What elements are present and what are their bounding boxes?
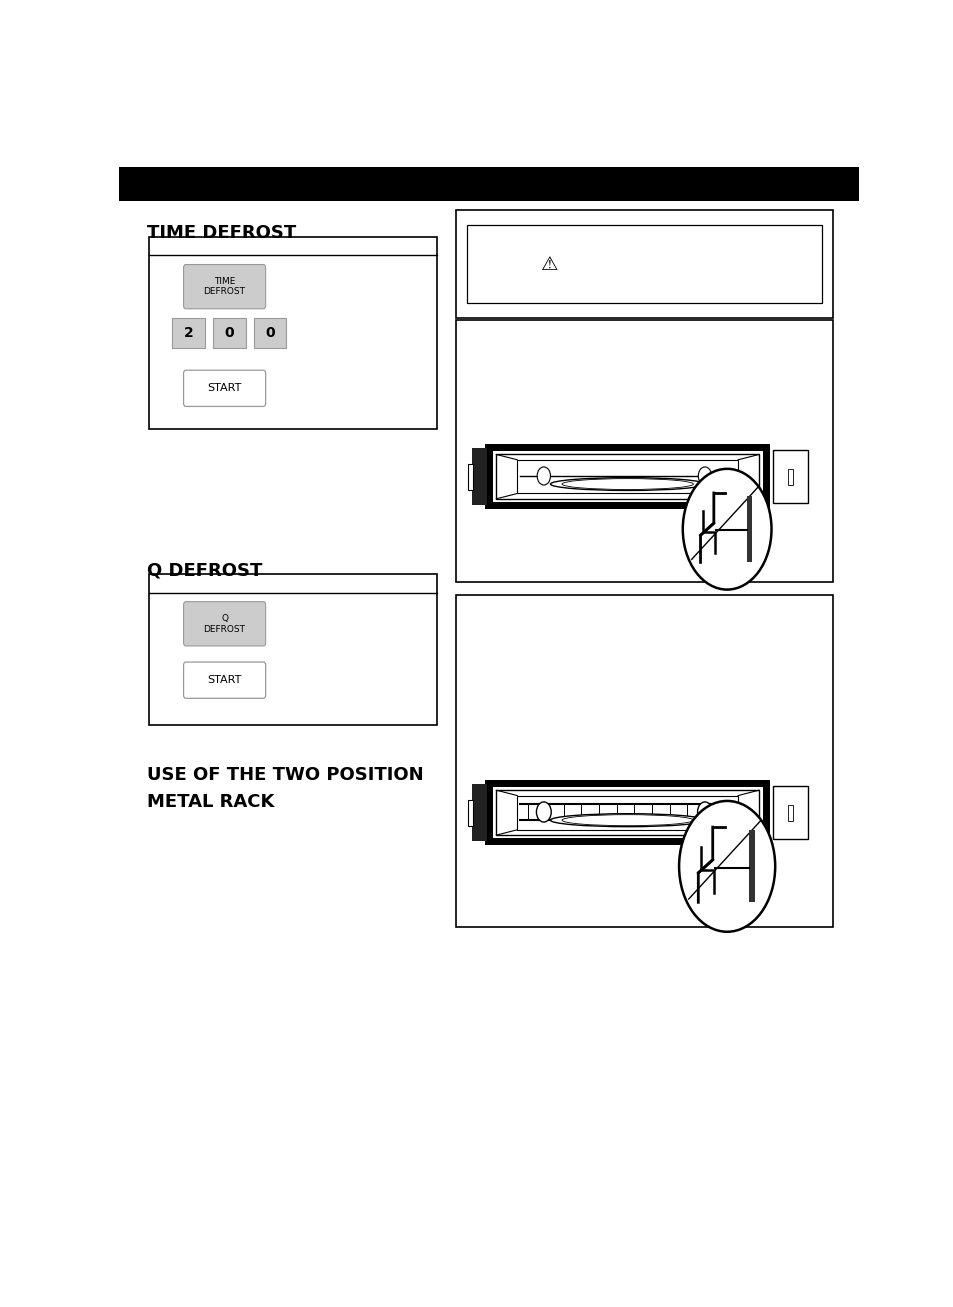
FancyBboxPatch shape [466, 225, 821, 303]
FancyBboxPatch shape [172, 318, 205, 348]
FancyBboxPatch shape [517, 460, 738, 494]
Ellipse shape [550, 814, 704, 826]
FancyBboxPatch shape [517, 796, 738, 830]
Text: Q
DEFROST: Q DEFROST [203, 614, 245, 634]
Text: 2: 2 [184, 325, 193, 340]
Text: ⚠: ⚠ [540, 255, 558, 273]
Ellipse shape [561, 478, 693, 490]
FancyBboxPatch shape [456, 320, 832, 582]
FancyBboxPatch shape [468, 800, 472, 826]
FancyBboxPatch shape [183, 370, 265, 406]
FancyBboxPatch shape [213, 318, 246, 348]
FancyBboxPatch shape [787, 805, 793, 821]
FancyBboxPatch shape [183, 663, 265, 698]
FancyBboxPatch shape [149, 575, 436, 725]
FancyBboxPatch shape [472, 448, 486, 505]
Circle shape [537, 467, 550, 485]
FancyBboxPatch shape [456, 210, 832, 318]
FancyBboxPatch shape [149, 238, 436, 429]
Ellipse shape [550, 477, 704, 490]
FancyBboxPatch shape [119, 167, 858, 201]
Text: METAL RACK: METAL RACK [147, 793, 274, 810]
Text: TIME
DEFROST: TIME DEFROST [203, 277, 245, 297]
FancyBboxPatch shape [787, 469, 793, 485]
FancyBboxPatch shape [492, 451, 762, 502]
FancyBboxPatch shape [253, 318, 286, 348]
Text: USE OF THE TWO POSITION: USE OF THE TWO POSITION [147, 766, 423, 784]
Circle shape [697, 802, 712, 822]
FancyBboxPatch shape [485, 444, 769, 508]
FancyBboxPatch shape [492, 787, 762, 838]
FancyBboxPatch shape [496, 455, 759, 499]
FancyBboxPatch shape [496, 791, 759, 835]
FancyBboxPatch shape [485, 780, 769, 846]
FancyBboxPatch shape [183, 264, 265, 308]
Text: START: START [207, 383, 241, 393]
FancyBboxPatch shape [746, 495, 752, 562]
Text: Q DEFROST: Q DEFROST [147, 562, 262, 579]
FancyBboxPatch shape [468, 464, 472, 490]
FancyBboxPatch shape [472, 784, 486, 842]
Circle shape [682, 469, 771, 589]
FancyBboxPatch shape [772, 786, 807, 839]
FancyBboxPatch shape [183, 601, 265, 646]
Circle shape [679, 801, 775, 932]
FancyBboxPatch shape [748, 830, 754, 902]
FancyBboxPatch shape [772, 451, 807, 503]
Text: 0: 0 [224, 325, 234, 340]
FancyBboxPatch shape [456, 595, 832, 927]
Circle shape [698, 467, 711, 485]
Text: 0: 0 [265, 325, 274, 340]
Circle shape [536, 802, 551, 822]
Ellipse shape [561, 814, 693, 826]
Text: START: START [207, 676, 241, 685]
Text: TIME DEFROST: TIME DEFROST [147, 225, 296, 242]
